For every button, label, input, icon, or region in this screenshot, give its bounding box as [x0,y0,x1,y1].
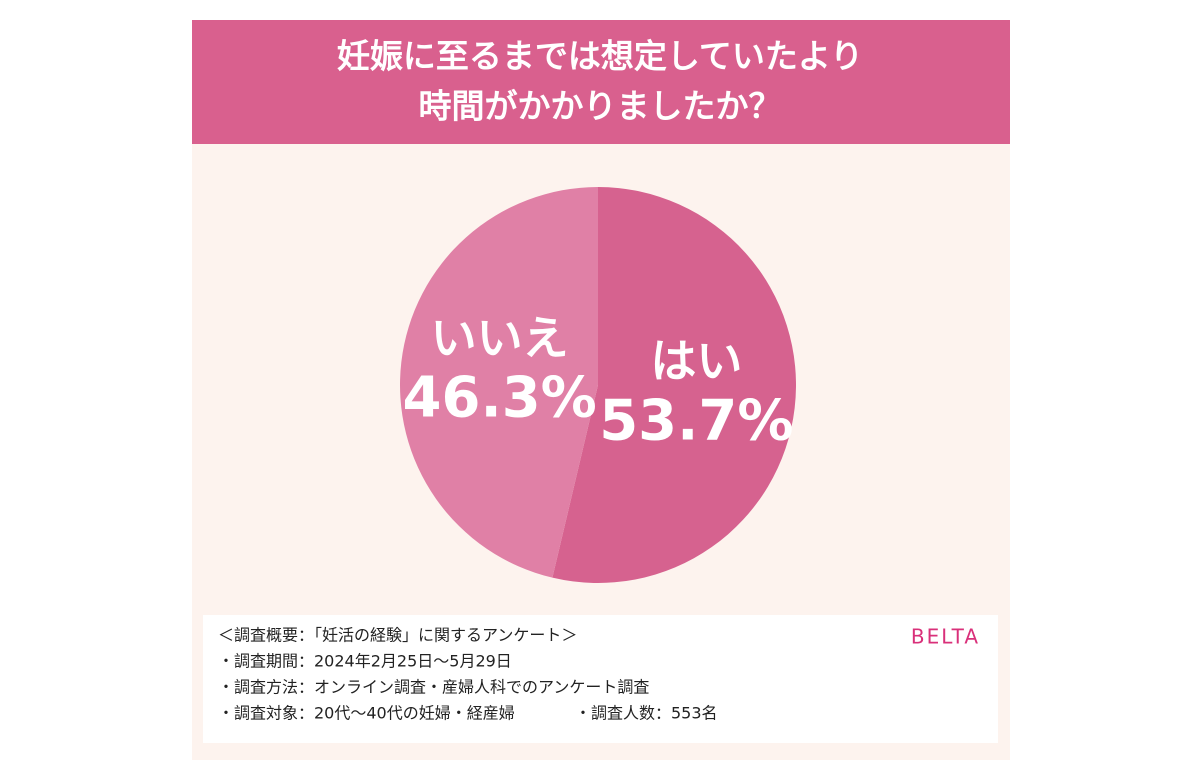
note: ＜調査概要：「妊活の経験」に関するアンケート＞ [218,626,577,645]
notes-box [203,615,998,743]
chart-title: 時間がかかりましたか？ [419,87,782,126]
title-banner [192,20,1010,144]
value-label: 53.7% [599,389,793,454]
note: ・調査対象：20代〜40代の妊婦・経産婦 [218,704,515,723]
slice-label: いいえ [431,311,569,365]
slice-label: はい [650,334,742,388]
value-label: 46.3% [403,366,597,431]
pie-slice [552,187,797,583]
note: ・調査期間：2024年2月25日〜5月29日 [218,652,512,671]
chart-title: 妊娠に至るまでは想定していたより [337,37,863,76]
logo: BELTA [911,625,980,649]
note: ・調査方法：オンライン調査・産婦人科でのアンケート調査 [218,678,649,697]
pie-slice [400,187,598,578]
note: ・調査人数：553名 [575,704,718,723]
